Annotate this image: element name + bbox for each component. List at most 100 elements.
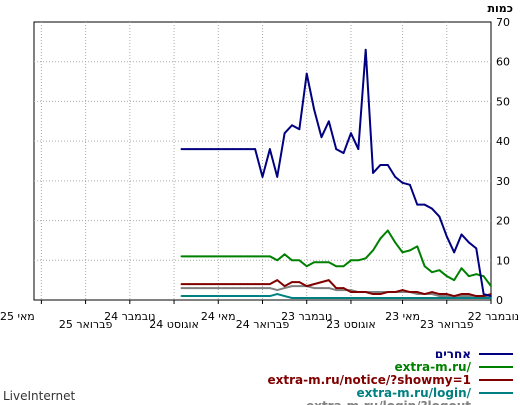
- x-tick-label: נובמבר 24: [104, 310, 155, 323]
- data-point: [202, 255, 205, 258]
- data-point: [232, 287, 234, 289]
- data-point: [217, 287, 220, 289]
- data-point: [335, 297, 338, 299]
- data-point: [467, 295, 470, 297]
- data-point: [202, 295, 205, 297]
- x-tick-label: אוגוסט 24: [149, 318, 199, 331]
- data-point: [327, 297, 330, 299]
- data-point: [239, 283, 242, 286]
- data-point: [460, 293, 463, 295]
- data-point: [401, 251, 404, 254]
- data-point: [350, 297, 352, 299]
- data-point: [335, 287, 338, 289]
- data-point: [490, 285, 492, 287]
- data-point: [261, 175, 264, 178]
- y-axis-label: כמות: [488, 2, 513, 15]
- legend-label: extra-m.ru/login/?logout: [306, 399, 471, 405]
- data-point: [261, 255, 264, 258]
- data-point: [394, 297, 397, 299]
- data-point: [268, 295, 271, 297]
- data-point: [475, 273, 478, 276]
- data-point: [246, 255, 249, 258]
- data-point: [482, 293, 485, 295]
- data-point: [254, 287, 257, 289]
- data-point: [386, 229, 389, 232]
- data-point: [416, 297, 419, 299]
- data-point: [232, 255, 234, 258]
- data-point: [423, 265, 426, 268]
- data-point: [438, 297, 441, 299]
- data-point: [195, 148, 198, 150]
- data-point: [394, 241, 397, 244]
- data-point: [210, 287, 212, 289]
- legend: אחריםextra-m.ru/extra-m.ru/notice/?showm…: [268, 347, 513, 405]
- data-point: [254, 295, 257, 297]
- data-point: [187, 255, 190, 258]
- data-point: [246, 148, 249, 150]
- data-point: [475, 247, 478, 250]
- x-tick-label: מאי 25: [0, 310, 35, 323]
- data-point: [364, 48, 367, 51]
- data-point: [401, 289, 404, 291]
- data-point: [409, 249, 411, 252]
- data-point: [357, 148, 360, 150]
- data-point: [438, 215, 441, 218]
- legend-label: אחרים: [435, 347, 471, 361]
- data-point: [342, 287, 345, 289]
- data-point: [187, 283, 190, 286]
- data-point: [335, 265, 338, 268]
- y-tick-label: 0: [496, 294, 503, 307]
- data-point: [490, 295, 492, 297]
- legend-label: extra-m.ru/login/: [356, 386, 471, 400]
- data-point: [254, 283, 257, 286]
- data-point: [379, 297, 382, 299]
- data-point: [438, 293, 441, 295]
- data-point: [195, 287, 198, 289]
- data-point: [224, 148, 227, 150]
- data-point: [431, 207, 433, 210]
- data-point: [372, 249, 374, 252]
- data-point: [268, 255, 271, 258]
- x-tick-label: נובמבר 22: [468, 310, 519, 323]
- data-point: [327, 261, 330, 264]
- data-point: [386, 291, 389, 293]
- data-point: [224, 287, 227, 289]
- legend-item: אחרים: [435, 347, 513, 361]
- data-point: [283, 295, 286, 297]
- data-point: [210, 283, 212, 286]
- data-point: [246, 283, 249, 286]
- data-point: [467, 275, 470, 278]
- data-point: [291, 124, 293, 127]
- data-point: [291, 285, 293, 287]
- data-point: [224, 255, 227, 258]
- data-point: [467, 293, 470, 295]
- data-point: [364, 297, 367, 299]
- data-point: [431, 293, 433, 295]
- data-point: [305, 285, 308, 287]
- data-point: [313, 261, 315, 264]
- data-point: [350, 289, 352, 291]
- data-point: [416, 203, 419, 206]
- data-point: [268, 148, 271, 150]
- data-point: [313, 287, 315, 289]
- data-point: [467, 241, 470, 244]
- data-point: [217, 148, 220, 150]
- series-3: [180, 293, 492, 300]
- data-point: [320, 136, 323, 139]
- data-point: [180, 255, 183, 258]
- data-point: [401, 181, 404, 184]
- data-point: [187, 287, 190, 289]
- data-point: [239, 148, 242, 150]
- series-group: [180, 48, 492, 300]
- x-tick-label: אוגוסט 23: [326, 318, 376, 331]
- data-point: [202, 287, 205, 289]
- data-point: [180, 287, 183, 289]
- data-point: [180, 148, 183, 150]
- data-point: [342, 152, 345, 154]
- data-point: [342, 265, 345, 268]
- x-tick-label: פברואר 23: [420, 318, 474, 331]
- x-tick-label: נובמבר 23: [281, 310, 332, 323]
- data-point: [239, 255, 242, 258]
- data-point: [180, 295, 183, 297]
